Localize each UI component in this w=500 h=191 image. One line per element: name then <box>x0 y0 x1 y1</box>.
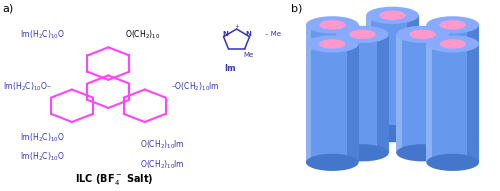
Text: Im(H$_2$C)$_{10}$O: Im(H$_2$C)$_{10}$O <box>20 131 64 144</box>
Ellipse shape <box>426 154 479 171</box>
Text: ILC (BF$_4^-$ Salt): ILC (BF$_4^-$ Salt) <box>75 172 153 187</box>
Polygon shape <box>377 34 388 153</box>
Ellipse shape <box>380 11 406 20</box>
Ellipse shape <box>336 26 388 43</box>
Ellipse shape <box>349 30 376 39</box>
Ellipse shape <box>426 135 479 152</box>
Polygon shape <box>366 15 372 134</box>
Text: N: N <box>245 31 251 37</box>
Ellipse shape <box>366 125 419 142</box>
Polygon shape <box>426 44 432 162</box>
Text: a): a) <box>3 4 14 14</box>
Ellipse shape <box>306 16 358 33</box>
FancyBboxPatch shape <box>336 34 388 153</box>
FancyBboxPatch shape <box>426 25 479 143</box>
Polygon shape <box>438 34 449 153</box>
Text: Im: Im <box>224 64 235 73</box>
FancyBboxPatch shape <box>306 25 358 143</box>
Ellipse shape <box>366 7 419 24</box>
Polygon shape <box>306 25 311 143</box>
Ellipse shape <box>440 20 466 30</box>
Ellipse shape <box>396 144 449 161</box>
Text: N: N <box>222 31 228 37</box>
Ellipse shape <box>410 30 436 39</box>
Polygon shape <box>407 15 419 134</box>
Text: – Me: – Me <box>266 31 281 37</box>
Ellipse shape <box>306 135 358 152</box>
Polygon shape <box>347 25 358 143</box>
Ellipse shape <box>396 26 449 43</box>
Ellipse shape <box>306 35 358 53</box>
Ellipse shape <box>336 144 388 161</box>
Text: +: + <box>234 24 239 29</box>
Polygon shape <box>468 25 479 143</box>
FancyBboxPatch shape <box>306 44 358 162</box>
Polygon shape <box>468 44 479 162</box>
Ellipse shape <box>319 39 345 49</box>
Text: Im(H$_2$C)$_{10}$O–: Im(H$_2$C)$_{10}$O– <box>3 81 51 93</box>
Ellipse shape <box>440 39 466 49</box>
Ellipse shape <box>306 154 358 171</box>
FancyBboxPatch shape <box>396 34 449 153</box>
Polygon shape <box>426 25 432 143</box>
Text: b): b) <box>292 4 303 14</box>
Polygon shape <box>336 34 342 153</box>
Text: O(CH$_2$)$_{10}$Im: O(CH$_2$)$_{10}$Im <box>140 139 184 151</box>
Text: Im(H$_2$C)$_{10}$O: Im(H$_2$C)$_{10}$O <box>20 150 64 163</box>
Polygon shape <box>347 44 358 162</box>
Text: Im(H$_2$C)$_{10}$O: Im(H$_2$C)$_{10}$O <box>20 28 64 41</box>
FancyBboxPatch shape <box>426 44 479 162</box>
FancyBboxPatch shape <box>366 15 419 134</box>
Polygon shape <box>396 34 402 153</box>
Text: O(CH$_2$)$_{10}$Im: O(CH$_2$)$_{10}$Im <box>140 158 184 171</box>
Text: –O(CH$_2$)$_{10}$Im: –O(CH$_2$)$_{10}$Im <box>171 81 220 93</box>
Polygon shape <box>306 44 311 162</box>
Ellipse shape <box>426 35 479 53</box>
Ellipse shape <box>426 16 479 33</box>
Text: O(CH$_2$)$_{10}$: O(CH$_2$)$_{10}$ <box>126 28 161 41</box>
Ellipse shape <box>319 20 345 30</box>
Text: Me: Me <box>244 52 254 57</box>
